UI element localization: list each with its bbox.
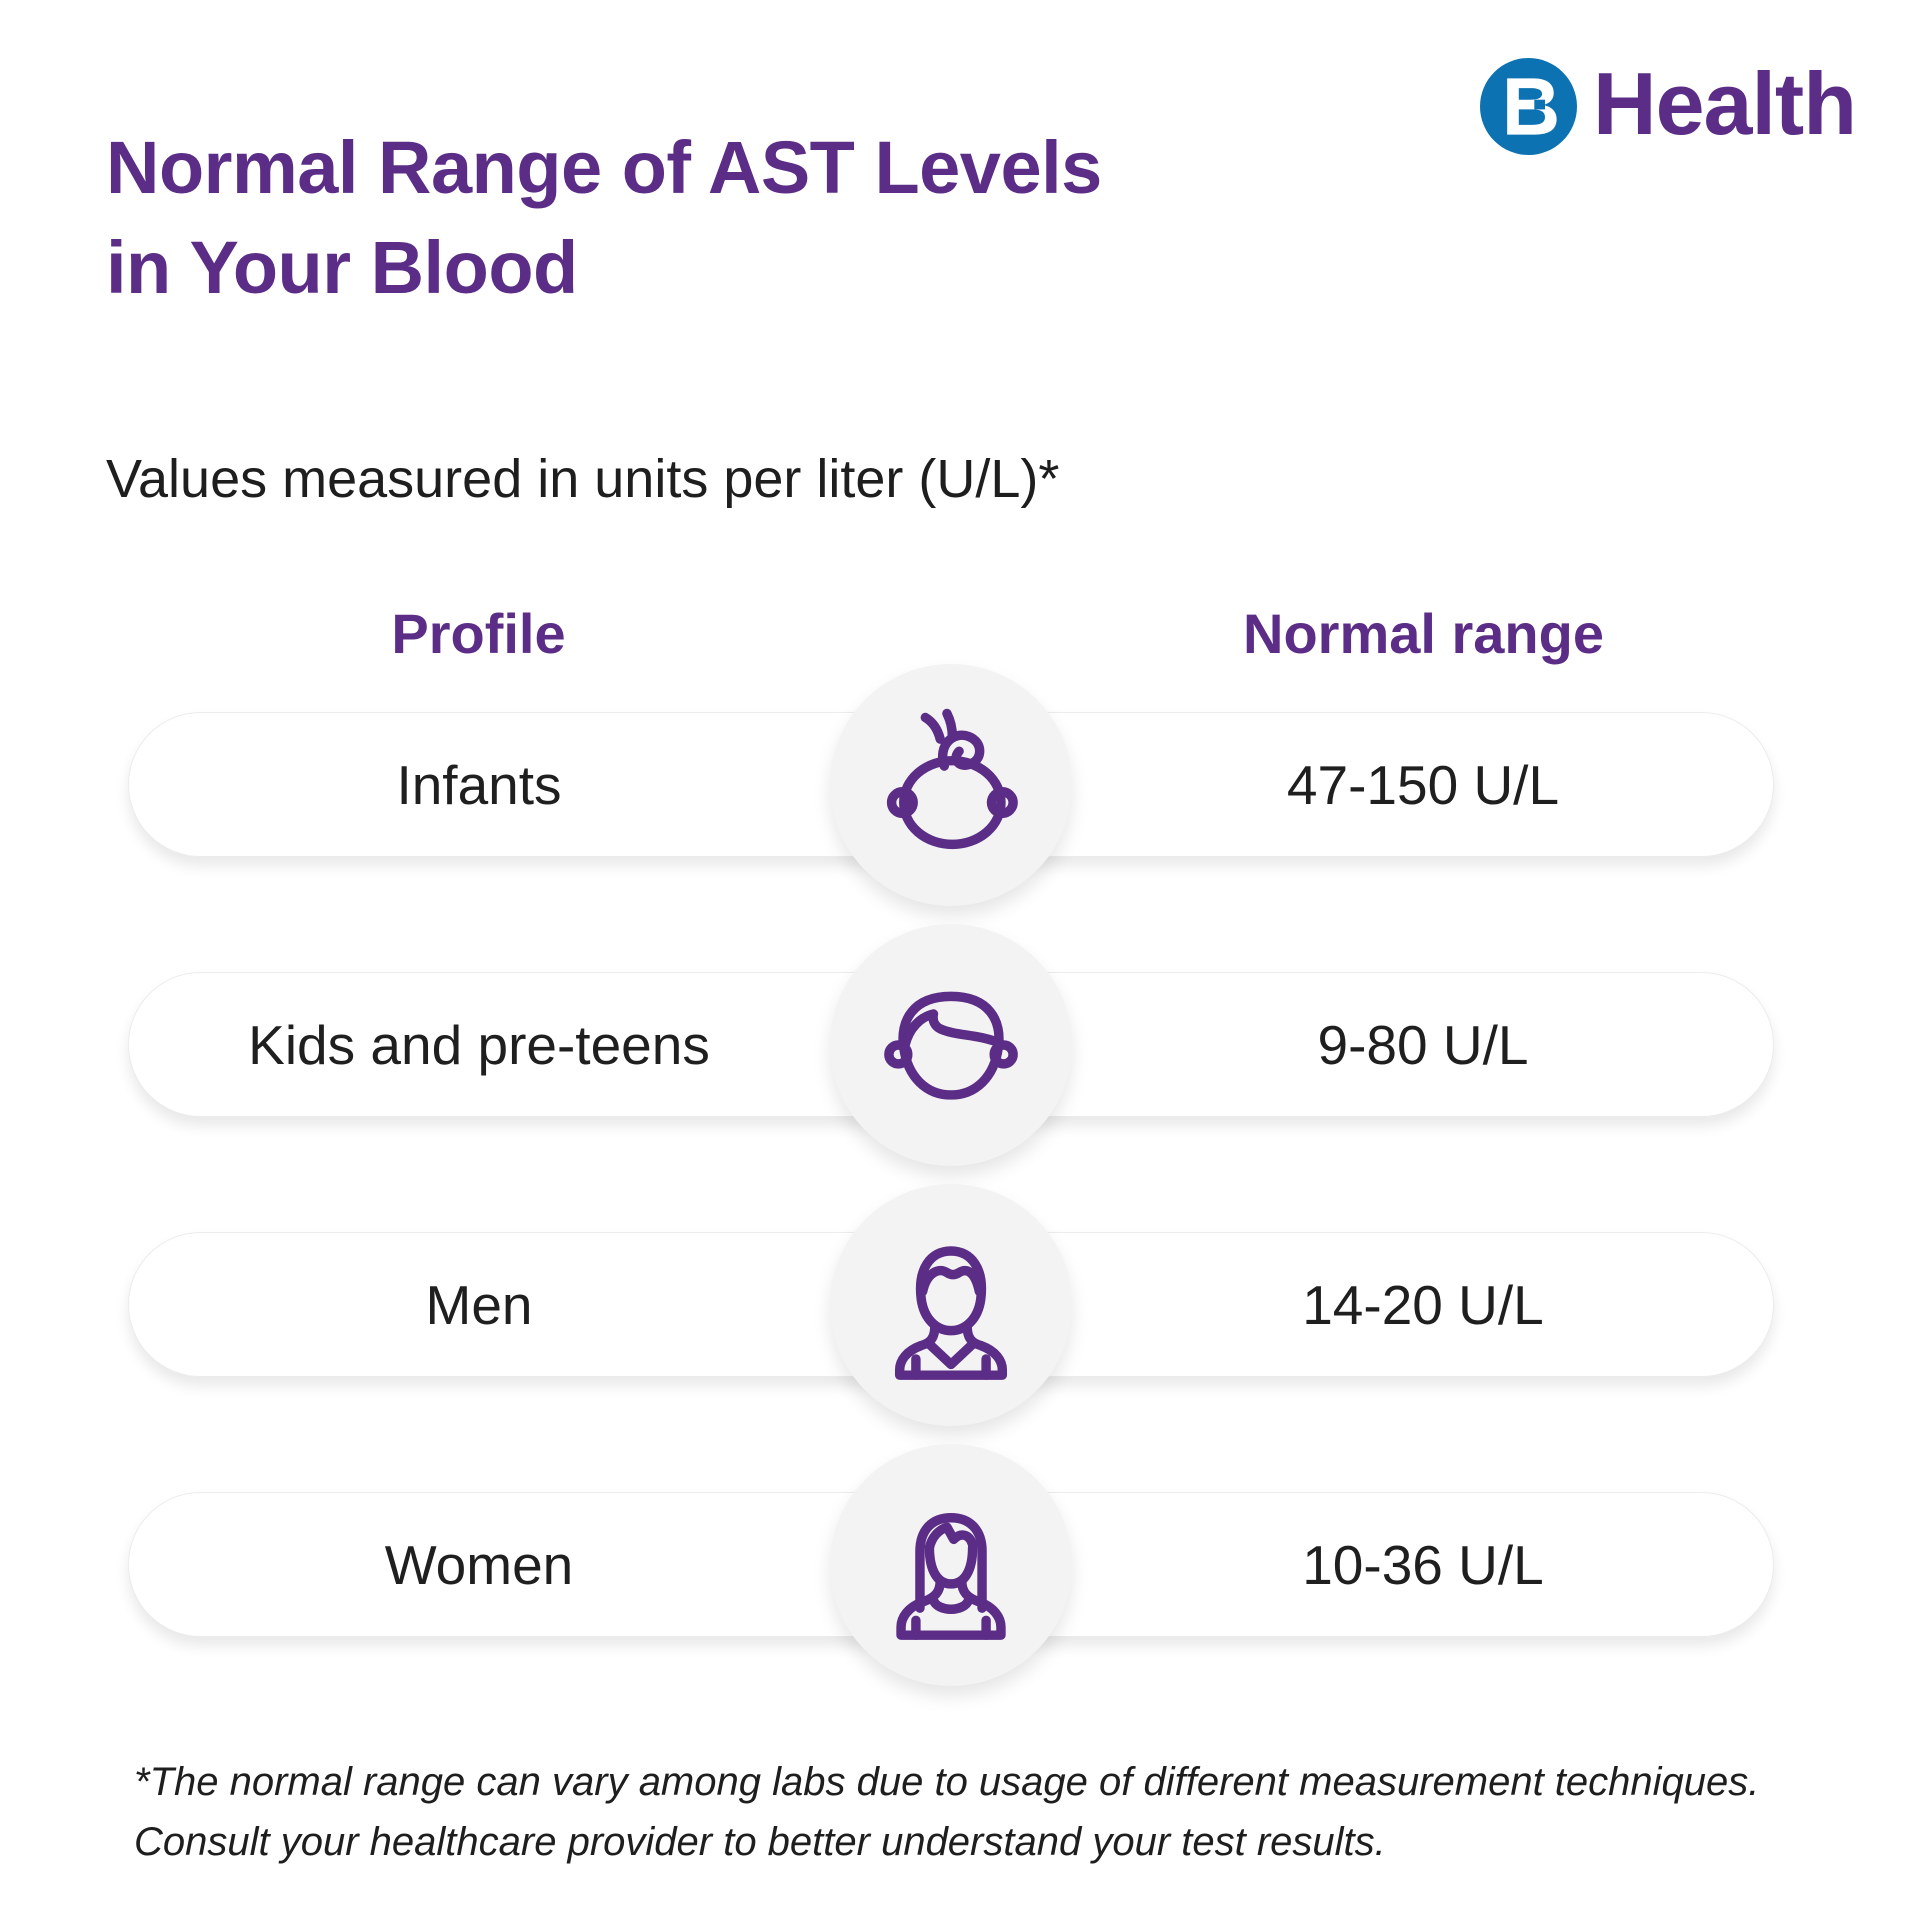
footnote-line2: Consult your healthcare provider to bett… [134,1820,1386,1864]
profile-label: Kids and pre-teens [248,1013,710,1076]
profile-label: Women [384,1533,574,1596]
table-row: Infants 47-150 U/L [128,663,1774,906]
subtitle: Values measured in units per liter (U/L)… [106,449,1060,509]
header-normal-range: Normal range [1243,601,1604,665]
boy-icon [830,923,1072,1166]
page-title-line1: Normal Range of AST Levels [106,126,1102,209]
brand-logo: Health [1480,53,1857,155]
brand-logo-text: Health [1593,53,1857,153]
woman-icon [830,1443,1072,1686]
header-profile: Profile [391,601,566,665]
table-header-row: Profile Normal range [128,598,1774,668]
range-value: 14-20 U/L [1302,1273,1544,1336]
profile-label: Men [425,1273,533,1336]
range-value: 10-36 U/L [1302,1533,1544,1596]
page-title-line2: in Your Blood [106,225,578,309]
ranges-table: Profile Normal range Infants 47-150 U/L [128,598,1774,1752]
bajaj-finserv-b-icon [1480,58,1578,155]
table-row: Men 14-20 U/L [128,1183,1774,1426]
range-value: 47-150 U/L [1286,753,1560,816]
profile-label: Infants [396,753,562,816]
baby-icon [830,663,1072,906]
footnote: *The normal range can vary among labs du… [134,1752,1814,1872]
table-row: Kids and pre-teens 9-80 U/L [128,923,1774,1166]
man-icon [830,1183,1072,1426]
page-title: Normal Range of AST Levels in Your Blood [106,118,1102,318]
table-row: Women 10-36 U/L [128,1443,1774,1686]
footnote-line1: *The normal range can vary among labs du… [134,1760,1760,1804]
range-value: 9-80 U/L [1317,1013,1529,1076]
